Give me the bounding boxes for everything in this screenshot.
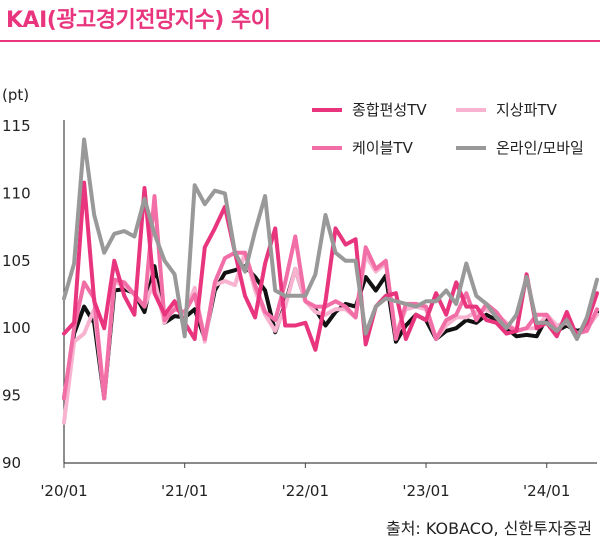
- legend-label: 케이블TV: [352, 139, 414, 157]
- chart-title: KAI(광고경기전망지수) 추이: [6, 8, 271, 33]
- y-tick-label: 100: [2, 319, 31, 337]
- x-tick-label: '23/01: [402, 482, 449, 500]
- x-tick-label: '21/01: [161, 482, 208, 500]
- legend-label: 온라인/모바일: [496, 139, 584, 157]
- y-tick-label: 105: [2, 252, 31, 270]
- x-tick-label: '20/01: [40, 482, 87, 500]
- y-axis-unit: (pt): [2, 86, 30, 104]
- series-lines: [62, 137, 599, 425]
- y-tick-label: 90: [2, 454, 21, 472]
- series-line-온라인-모바일: [62, 137, 599, 341]
- legend-label: 지상파TV: [496, 101, 558, 119]
- axes: 90 95 100 105 110 115 '20/01 '21/01 '22/01 '23/01…: [2, 117, 597, 500]
- y-tick-label: 115: [2, 117, 31, 135]
- series-line-종합편성TV: [62, 180, 599, 352]
- x-tick-label: '22/01: [282, 482, 329, 500]
- source-note: 출처: KOBACO, 신한투자증권: [385, 519, 592, 538]
- legend-label: 종합편성TV: [352, 101, 427, 119]
- y-tick-label: 95: [2, 387, 21, 405]
- x-tick-label: '24/01: [523, 482, 570, 500]
- y-tick-label: 110: [2, 184, 31, 202]
- title-divider: [0, 40, 600, 42]
- legend: 지상파TV 케이블TV 종합편성TV 온라인/모바일: [312, 101, 584, 157]
